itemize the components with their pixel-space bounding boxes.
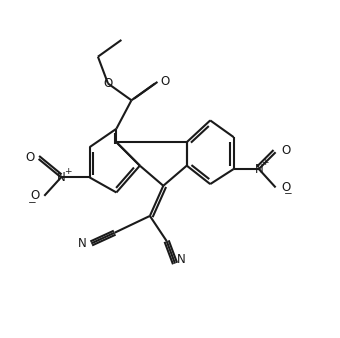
Text: −: − — [284, 189, 293, 199]
Text: +: + — [261, 158, 269, 167]
Text: N: N — [177, 253, 185, 266]
Text: O: O — [30, 189, 39, 202]
Text: O: O — [25, 151, 35, 164]
Text: N: N — [254, 163, 263, 175]
Text: −: − — [28, 197, 37, 208]
Text: O: O — [160, 75, 170, 88]
Text: O: O — [281, 144, 291, 157]
Text: O: O — [103, 77, 113, 90]
Text: N: N — [78, 237, 86, 250]
Text: N: N — [57, 171, 65, 184]
Text: +: + — [64, 167, 71, 175]
Text: O: O — [281, 181, 291, 194]
